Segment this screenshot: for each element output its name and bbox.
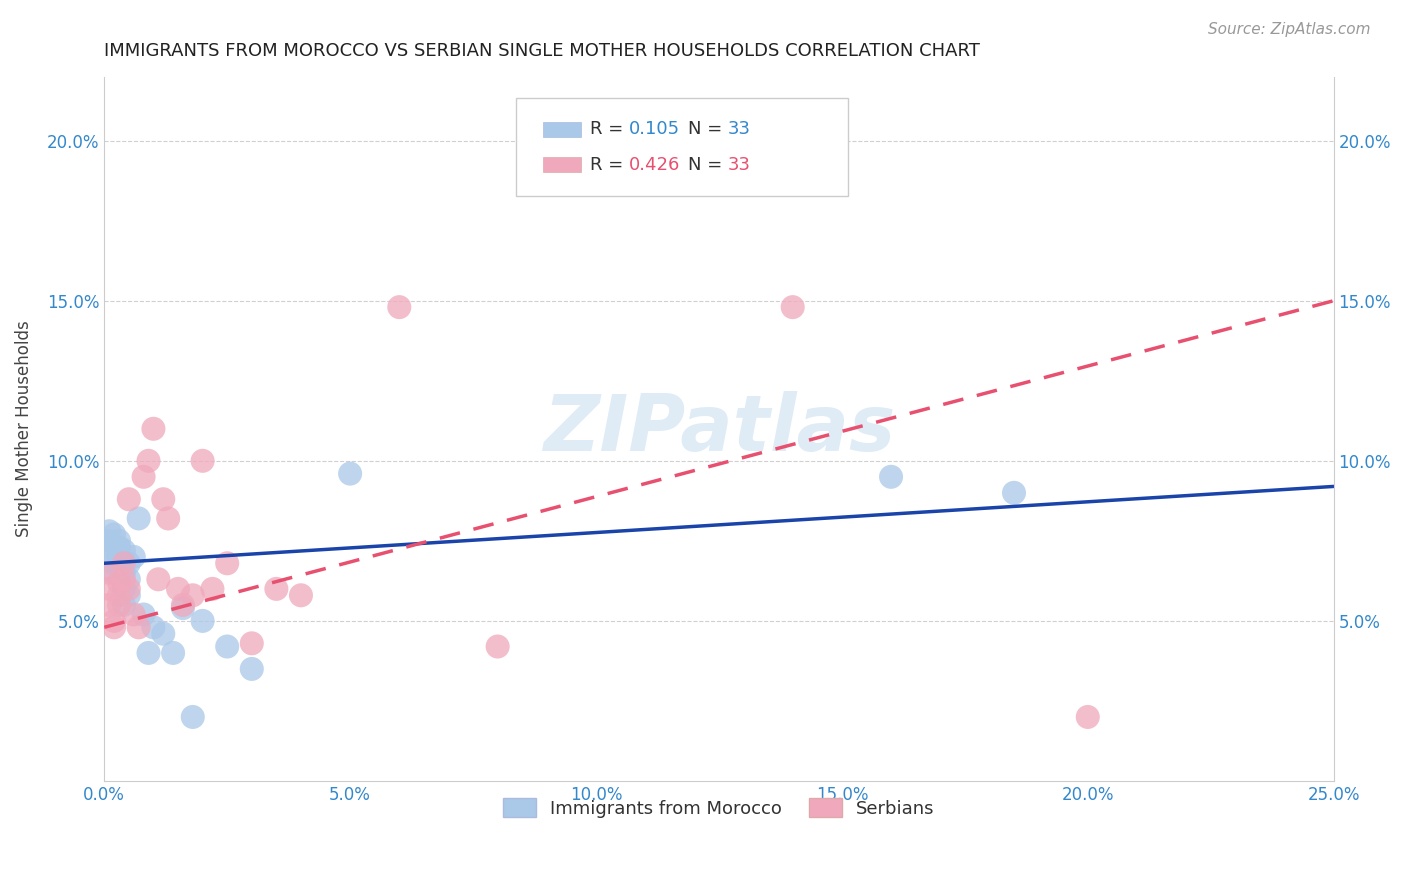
Point	[132, 607, 155, 622]
Point	[1077, 710, 1099, 724]
Point	[486, 640, 509, 654]
Point	[152, 626, 174, 640]
Point	[388, 300, 411, 314]
Point	[118, 556, 141, 570]
Point	[240, 636, 263, 650]
Point	[148, 572, 170, 586]
Point	[191, 454, 214, 468]
Point	[191, 614, 214, 628]
Point	[142, 620, 165, 634]
Point	[172, 601, 194, 615]
Point	[240, 662, 263, 676]
Point	[138, 454, 160, 468]
Text: R =: R =	[591, 155, 628, 174]
Point	[122, 607, 145, 622]
Point	[112, 598, 135, 612]
Point	[112, 543, 135, 558]
Point	[157, 511, 180, 525]
Point	[108, 556, 131, 570]
Point	[103, 527, 125, 541]
Point	[103, 566, 125, 580]
Point	[122, 549, 145, 564]
Point	[103, 614, 125, 628]
Point	[108, 549, 131, 564]
Point	[108, 541, 131, 555]
Point	[1002, 486, 1025, 500]
Point	[98, 598, 121, 612]
Point	[782, 300, 804, 314]
Point	[118, 572, 141, 586]
Point	[103, 541, 125, 555]
Point	[103, 556, 125, 570]
Text: 0.105: 0.105	[630, 120, 681, 138]
Point	[339, 467, 361, 481]
Point	[167, 582, 190, 596]
Text: 33: 33	[727, 120, 751, 138]
Point	[217, 640, 239, 654]
FancyBboxPatch shape	[516, 98, 848, 196]
Point	[217, 556, 239, 570]
Text: 33: 33	[727, 155, 751, 174]
Point	[181, 710, 204, 724]
Point	[103, 620, 125, 634]
Point	[132, 470, 155, 484]
Point	[118, 492, 141, 507]
Point	[98, 524, 121, 539]
Legend: Immigrants from Morocco, Serbians: Immigrants from Morocco, Serbians	[496, 791, 942, 825]
Point	[98, 566, 121, 580]
FancyBboxPatch shape	[543, 121, 581, 137]
Text: 0.426: 0.426	[630, 155, 681, 174]
Text: N =: N =	[688, 155, 728, 174]
Point	[98, 543, 121, 558]
Point	[112, 582, 135, 596]
Point	[128, 620, 150, 634]
Point	[128, 511, 150, 525]
Text: N =: N =	[688, 120, 728, 138]
Point	[201, 582, 224, 596]
Point	[880, 470, 903, 484]
Point	[108, 588, 131, 602]
Point	[162, 646, 184, 660]
Point	[112, 572, 135, 586]
Point	[181, 588, 204, 602]
Point	[112, 556, 135, 570]
Point	[118, 588, 141, 602]
Point	[98, 533, 121, 548]
Text: ZIPatlas: ZIPatlas	[543, 391, 896, 467]
Point	[108, 575, 131, 590]
Point	[172, 598, 194, 612]
Text: IMMIGRANTS FROM MOROCCO VS SERBIAN SINGLE MOTHER HOUSEHOLDS CORRELATION CHART: IMMIGRANTS FROM MOROCCO VS SERBIAN SINGL…	[104, 42, 980, 60]
Point	[290, 588, 312, 602]
FancyBboxPatch shape	[543, 157, 581, 172]
Point	[98, 582, 121, 596]
Point	[108, 598, 131, 612]
Point	[152, 492, 174, 507]
Point	[108, 533, 131, 548]
Text: R =: R =	[591, 120, 628, 138]
Point	[266, 582, 288, 596]
Point	[118, 582, 141, 596]
Y-axis label: Single Mother Households: Single Mother Households	[15, 320, 32, 537]
Point	[138, 646, 160, 660]
Point	[142, 422, 165, 436]
Point	[112, 566, 135, 580]
Text: Source: ZipAtlas.com: Source: ZipAtlas.com	[1208, 22, 1371, 37]
